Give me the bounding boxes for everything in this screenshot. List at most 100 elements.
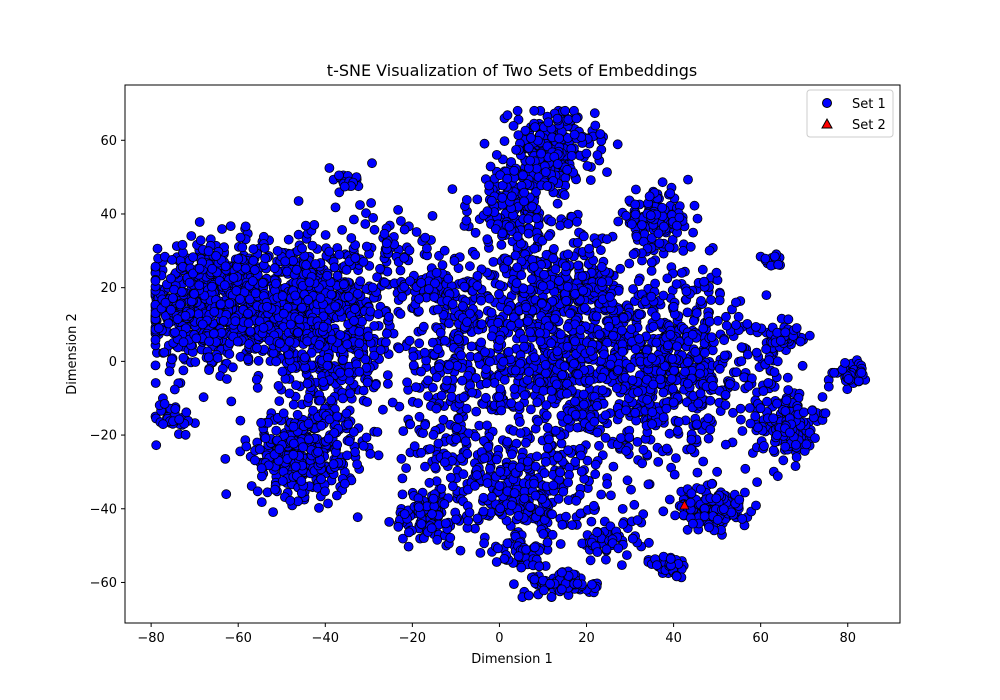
set-1-point (628, 249, 639, 260)
set-1-point (462, 317, 472, 328)
set-1-point (557, 370, 568, 381)
set-1-point (248, 255, 259, 266)
set-1-point (423, 375, 433, 386)
set-1-point (373, 309, 384, 320)
set-1-point (315, 293, 326, 303)
set-1-point (597, 277, 607, 288)
set-1-point (285, 319, 296, 330)
set-1-point (470, 227, 481, 238)
set-1-point (529, 352, 540, 363)
set-1-point (651, 337, 662, 348)
set-1-point (150, 378, 161, 388)
set-1-point (458, 469, 469, 480)
set-1-point (494, 392, 505, 402)
set-1-point (539, 269, 549, 280)
set-1-point (284, 336, 295, 347)
set-1-point (493, 317, 504, 328)
set-1-point (248, 244, 259, 254)
set-1-point (158, 419, 169, 430)
set-1-point (714, 363, 725, 374)
set-1-point (397, 489, 408, 500)
set-1-point (369, 350, 380, 361)
set-1-point (369, 224, 380, 235)
set-1-point (322, 360, 333, 371)
set-1-point (642, 394, 653, 405)
set-1-point (562, 164, 573, 175)
set-1-point (381, 328, 392, 339)
set-1-point (611, 383, 622, 394)
set-1-point (492, 543, 503, 554)
set-1-point (534, 328, 545, 339)
set-1-point (341, 408, 352, 419)
set-1-point (215, 299, 226, 310)
set-1-point (203, 246, 214, 257)
set-1-point (554, 133, 564, 144)
set-1-point (549, 243, 559, 254)
set-1-point (191, 333, 202, 344)
set-1-point (669, 365, 679, 376)
set-1-point (401, 463, 412, 474)
set-1-point (486, 307, 497, 318)
set-1-point (691, 419, 702, 430)
set-1-point (592, 547, 603, 557)
set-1-point (703, 413, 714, 424)
set-1-point (377, 404, 388, 415)
set-1-point (451, 514, 461, 525)
set-1-point (399, 509, 410, 519)
set-1-point (530, 490, 541, 501)
set-1-point (672, 425, 683, 436)
set-1-point (559, 190, 570, 201)
set-1-point (544, 434, 554, 445)
set-1-point (152, 243, 163, 254)
set-1-point (645, 210, 656, 221)
set-1-point (308, 405, 318, 416)
set-1-point (538, 385, 549, 396)
set-1-point (188, 252, 199, 263)
set-1-point (573, 260, 583, 271)
set-1-point (252, 382, 263, 393)
set-1-point (630, 199, 641, 210)
set-1-point (423, 284, 434, 295)
set-1-point (233, 253, 244, 264)
set-1-point (571, 495, 582, 506)
set-1-point (256, 463, 267, 474)
set-1-point (597, 372, 607, 383)
set-1-point (494, 289, 504, 300)
set-1-point (180, 310, 191, 321)
set-1-point (170, 327, 180, 338)
set-1-point (194, 263, 205, 274)
set-1-point (558, 486, 569, 497)
set-1-point (525, 501, 536, 512)
set-1-point (486, 331, 497, 342)
set-1-point (708, 381, 718, 391)
set-1-point (479, 138, 490, 149)
set-1-point (418, 321, 429, 332)
set-1-point (608, 330, 618, 341)
set-1-point (338, 354, 348, 365)
set-1-point (613, 216, 624, 227)
set-1-point (338, 279, 349, 290)
set-1-point (687, 329, 698, 340)
set-1-point (602, 479, 612, 490)
set-1-point (512, 105, 523, 116)
set-1-point (324, 246, 335, 257)
set-1-point (432, 304, 443, 315)
set-1-point (682, 357, 693, 368)
set-1-point (472, 513, 483, 524)
set-1-point (631, 184, 641, 195)
set-1-point (433, 438, 444, 449)
set-1-point (605, 359, 616, 370)
set-1-point (552, 113, 563, 124)
set-1-point (491, 454, 502, 465)
set-1-point (453, 263, 464, 274)
set-1-point (657, 177, 668, 188)
set-1-point (704, 245, 715, 256)
set-1-point (496, 239, 507, 250)
set-1-point (672, 341, 682, 352)
set-1-point (358, 440, 369, 451)
set-1-point (432, 534, 443, 545)
set-1-point (194, 280, 205, 291)
set-1-point (683, 174, 693, 185)
set-1-point (478, 506, 489, 517)
